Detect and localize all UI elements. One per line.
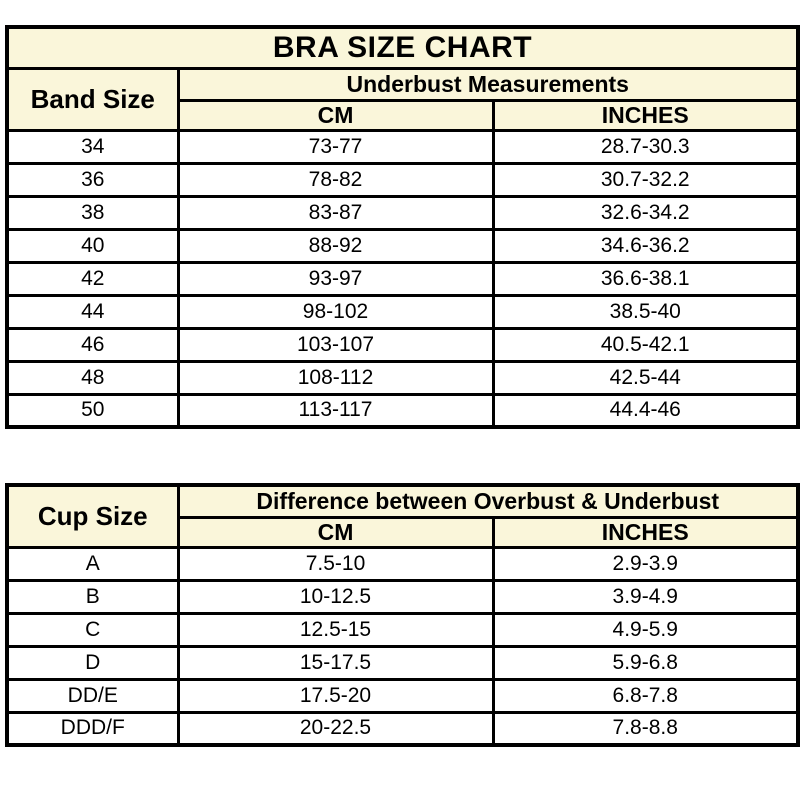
cup-size-cell: D (5, 644, 180, 681)
band-size-cell: 40 (5, 227, 180, 264)
table-row: 48 108-112 42.5-44 (5, 359, 800, 396)
cm-range-cell: 113-117 (176, 392, 495, 429)
table-row: DDD/F 20-22.5 7.8-8.8 (5, 710, 800, 747)
table-row: 36 78-82 30.7-32.2 (5, 161, 800, 198)
band-size-cell: 34 (5, 128, 180, 165)
cm-range-cell: 78-82 (176, 161, 495, 198)
band-size-cell: 36 (5, 161, 180, 198)
table-row: A 7.5-10 2.9-3.9 (5, 545, 800, 582)
cup-inches-column-header: INCHES (491, 515, 800, 549)
cm-range-cell: 20-22.5 (176, 710, 495, 747)
band-size-cell: 48 (5, 359, 180, 396)
cm-range-cell: 12.5-15 (176, 611, 495, 648)
band-size-cell: 50 (5, 392, 180, 429)
inches-range-cell: 4.9-5.9 (491, 611, 800, 648)
inches-range-cell: 6.8-7.8 (491, 677, 800, 714)
cm-range-cell: 98-102 (176, 293, 495, 330)
cm-range-cell: 83-87 (176, 194, 495, 231)
underbust-measurements-header: Underbust Measurements (176, 66, 800, 102)
inches-range-cell: 30.7-32.2 (491, 161, 800, 198)
cm-range-cell: 10-12.5 (176, 578, 495, 615)
cup-table-unit-header-row: CM INCHES (7, 515, 800, 549)
inches-range-cell: 44.4-46 (491, 392, 800, 429)
band-table-group-header-row: Band Size Underbust Measurements (5, 66, 800, 132)
inches-range-cell: 32.6-34.2 (491, 194, 800, 231)
inches-range-cell: 7.8-8.8 (491, 710, 800, 747)
cm-range-cell: 103-107 (176, 326, 495, 363)
cm-range-cell: 15-17.5 (176, 644, 495, 681)
band-size-cell: 46 (5, 326, 180, 363)
table-row: 46 103-107 40.5-42.1 (5, 326, 800, 363)
cm-range-cell: 17.5-20 (176, 677, 495, 714)
cup-cm-column-header: CM (176, 515, 495, 549)
cm-range-cell: 93-97 (176, 260, 495, 297)
cm-range-cell: 7.5-10 (176, 545, 495, 582)
inches-range-cell: 28.7-30.3 (491, 128, 800, 165)
cm-range-cell: 108-112 (176, 359, 495, 396)
inches-range-cell: 40.5-42.1 (491, 326, 800, 363)
cm-range-cell: 73-77 (176, 128, 495, 165)
inches-range-cell: 3.9-4.9 (491, 578, 800, 615)
cm-range-cell: 88-92 (176, 227, 495, 264)
table-row: C 12.5-15 4.9-5.9 (5, 611, 800, 648)
cup-size-table: Cup Size Difference between Overbust & U… (5, 483, 800, 747)
cup-size-cell: C (5, 611, 180, 648)
inches-range-cell: 38.5-40 (491, 293, 800, 330)
table-row: 38 83-87 32.6-34.2 (5, 194, 800, 231)
chart-title-row: BRA SIZE CHART (5, 25, 800, 70)
band-size-cell: 42 (5, 260, 180, 297)
band-cm-column-header: CM (176, 98, 495, 132)
band-inches-column-header: INCHES (491, 98, 800, 132)
page-title: BRA SIZE CHART (5, 25, 800, 70)
cup-size-column-header: Cup Size (5, 483, 180, 549)
inches-range-cell: 42.5-44 (491, 359, 800, 396)
cup-size-cell: DDD/F (5, 710, 180, 747)
inches-range-cell: 34.6-36.2 (491, 227, 800, 264)
table-row: 42 93-97 36.6-38.1 (5, 260, 800, 297)
difference-overbust-underbust-header: Difference between Overbust & Underbust (176, 483, 800, 519)
table-row: 44 98-102 38.5-40 (5, 293, 800, 330)
band-size-column-header: Band Size (5, 66, 180, 132)
table-row: 40 88-92 34.6-36.2 (5, 227, 800, 264)
band-table-unit-header-row: CM INCHES (7, 98, 800, 132)
inches-range-cell: 36.6-38.1 (491, 260, 800, 297)
table-row: 34 73-77 28.7-30.3 (5, 128, 800, 165)
cup-size-cell: A (5, 545, 180, 582)
inches-range-cell: 2.9-3.9 (491, 545, 800, 582)
table-row: DD/E 17.5-20 6.8-7.8 (5, 677, 800, 714)
cup-size-cell: DD/E (5, 677, 180, 714)
table-row: D 15-17.5 5.9-6.8 (5, 644, 800, 681)
band-size-table: BRA SIZE CHART Band Size Underbust Measu… (5, 25, 800, 429)
cup-table-group-header-row: Cup Size Difference between Overbust & U… (5, 483, 800, 549)
inches-range-cell: 5.9-6.8 (491, 644, 800, 681)
table-row: 50 113-117 44.4-46 (5, 392, 800, 429)
band-size-cell: 44 (5, 293, 180, 330)
band-size-cell: 38 (5, 194, 180, 231)
table-row: B 10-12.5 3.9-4.9 (5, 578, 800, 615)
cup-size-cell: B (5, 578, 180, 615)
